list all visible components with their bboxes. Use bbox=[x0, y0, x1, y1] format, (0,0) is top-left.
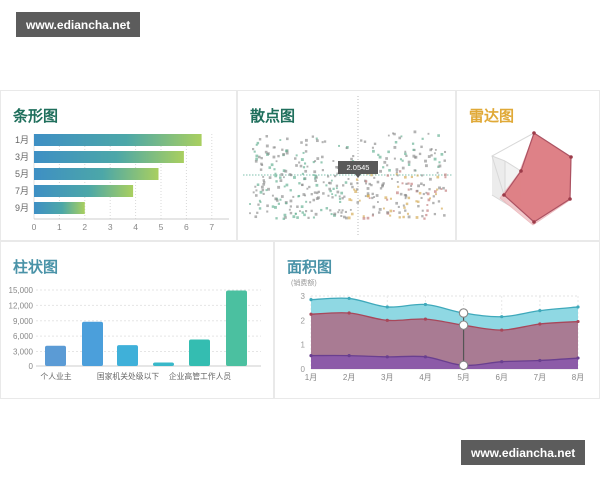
svg-text:3: 3 bbox=[301, 292, 306, 301]
svg-text:1月: 1月 bbox=[15, 135, 29, 145]
svg-text:5月: 5月 bbox=[457, 373, 469, 382]
svg-text:6,000: 6,000 bbox=[13, 332, 34, 341]
svg-text:2.0545: 2.0545 bbox=[347, 163, 370, 172]
svg-text:7月: 7月 bbox=[534, 373, 546, 382]
svg-text:9月: 9月 bbox=[15, 203, 29, 213]
svg-text:8月: 8月 bbox=[572, 373, 584, 382]
svg-text:5月: 5月 bbox=[15, 169, 29, 179]
svg-text:6: 6 bbox=[184, 222, 189, 232]
svg-text:3,000: 3,000 bbox=[13, 348, 34, 357]
svg-text:9,000: 9,000 bbox=[13, 317, 34, 326]
svg-text:3: 3 bbox=[108, 222, 113, 232]
svg-text:1: 1 bbox=[57, 222, 62, 232]
svg-text:7月: 7月 bbox=[15, 186, 29, 196]
svg-text:个人业主: 个人业主 bbox=[40, 371, 71, 381]
svg-text:4: 4 bbox=[133, 222, 138, 232]
svg-text:2月: 2月 bbox=[343, 373, 355, 382]
svg-text:6月: 6月 bbox=[495, 373, 507, 382]
svg-text:12,000: 12,000 bbox=[9, 301, 34, 310]
svg-text:企业高管工作人员: 企业高管工作人员 bbox=[169, 371, 232, 381]
svg-text:1月: 1月 bbox=[305, 373, 317, 382]
svg-text:3月: 3月 bbox=[15, 152, 29, 162]
svg-text:4月: 4月 bbox=[419, 373, 431, 382]
svg-text:2: 2 bbox=[82, 222, 87, 232]
svg-text:7: 7 bbox=[209, 222, 214, 232]
svg-text:1: 1 bbox=[301, 341, 306, 350]
svg-text:2: 2 bbox=[301, 316, 306, 325]
svg-text:0: 0 bbox=[29, 362, 34, 371]
svg-text:15,000: 15,000 bbox=[9, 286, 34, 295]
svg-text:5: 5 bbox=[159, 222, 164, 232]
svg-text:0: 0 bbox=[32, 222, 37, 232]
svg-text:国家机关处级以下: 国家机关处级以下 bbox=[97, 371, 160, 381]
svg-text:3月: 3月 bbox=[381, 373, 393, 382]
